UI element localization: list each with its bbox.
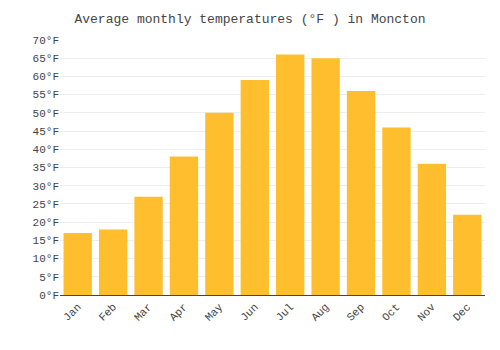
svg-text:50°F: 50°F xyxy=(33,108,59,120)
svg-text:40°F: 40°F xyxy=(33,144,59,156)
svg-text:0°F: 0°F xyxy=(39,290,59,302)
svg-text:Nov: Nov xyxy=(415,301,438,324)
svg-text:Dec: Dec xyxy=(451,301,473,323)
svg-text:65°F: 65°F xyxy=(33,53,59,65)
svg-text:Jun: Jun xyxy=(238,301,260,323)
svg-text:10°F: 10°F xyxy=(33,253,59,265)
svg-text:Mar: Mar xyxy=(132,301,154,323)
svg-text:Jul: Jul xyxy=(274,301,296,323)
svg-text:Jan: Jan xyxy=(61,301,83,323)
svg-text:60°F: 60°F xyxy=(33,71,59,83)
svg-text:Feb: Feb xyxy=(97,301,119,323)
svg-text:70°F: 70°F xyxy=(33,35,59,47)
svg-text:Sep: Sep xyxy=(345,301,367,323)
svg-text:45°F: 45°F xyxy=(33,126,59,138)
svg-text:Aug: Aug xyxy=(309,301,331,323)
svg-text:30°F: 30°F xyxy=(33,181,59,193)
svg-text:15°F: 15°F xyxy=(33,235,59,247)
svg-text:Apr: Apr xyxy=(167,301,189,323)
svg-text:5°F: 5°F xyxy=(39,272,59,284)
svg-text:May: May xyxy=(203,301,226,324)
svg-text:Average monthly temperatures (: Average monthly temperatures (°F ) in Mo… xyxy=(74,12,425,27)
svg-text:55°F: 55°F xyxy=(33,89,59,101)
svg-text:Oct: Oct xyxy=(380,301,402,323)
svg-text:20°F: 20°F xyxy=(33,217,59,229)
svg-text:35°F: 35°F xyxy=(33,162,59,174)
svg-text:25°F: 25°F xyxy=(33,199,59,211)
